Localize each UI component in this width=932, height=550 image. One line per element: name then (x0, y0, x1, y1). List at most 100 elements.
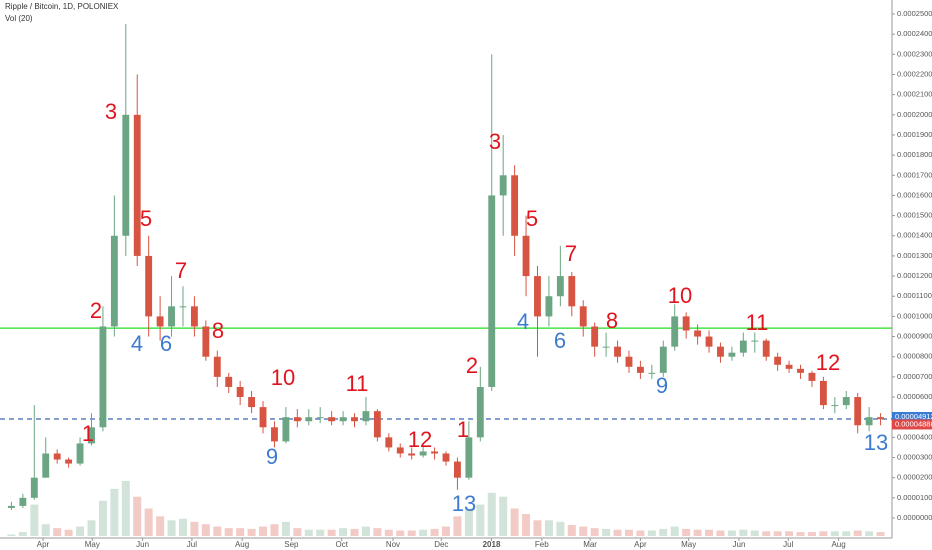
candle-body (488, 195, 496, 387)
volume-bar (819, 531, 828, 536)
volume-bar (590, 528, 599, 536)
x-tick-label: Apr (634, 540, 647, 549)
candle-body (522, 235, 530, 277)
volume-bar (853, 530, 862, 536)
volume-bar (41, 524, 50, 536)
volume-bar (270, 524, 279, 536)
volume-bar (144, 508, 153, 536)
volume-bar (464, 508, 473, 536)
price-label: 0.00004912 (895, 412, 932, 421)
wave-label: 11 (746, 310, 769, 335)
volume-bar (579, 526, 588, 536)
candle-body (408, 453, 416, 456)
candle-body (236, 386, 244, 398)
volume-bar (830, 531, 839, 536)
wave-label: 7 (175, 258, 187, 283)
candle-body (877, 417, 884, 420)
volume-bar (224, 528, 233, 536)
x-tick-label: Dec (434, 540, 448, 549)
wave-label: 3 (489, 129, 501, 154)
volume-bar (876, 532, 885, 536)
candle-body (65, 459, 73, 464)
x-tick-label: Nov (386, 540, 400, 549)
x-tick-label: Apr (37, 540, 50, 549)
volume-bar (487, 492, 496, 536)
candle-body (774, 356, 782, 365)
candle-body (476, 386, 484, 438)
x-tick-label: Mar (583, 540, 597, 549)
volume-bar (384, 529, 393, 536)
candle-body (339, 417, 347, 422)
candle-body (534, 276, 541, 317)
candle-body (762, 340, 770, 357)
volume-bar (533, 520, 542, 536)
volume-bar (98, 500, 107, 536)
volume-bar (7, 534, 16, 536)
volume-bar (865, 531, 874, 536)
y-tick-label: 0.00025000 (897, 9, 932, 18)
candle-body (579, 306, 587, 327)
candle-body (179, 306, 187, 308)
volume-bar (602, 528, 611, 536)
volume-bar (682, 528, 691, 536)
volume-bar (567, 525, 576, 536)
volume-bar (316, 529, 325, 536)
candle-body (717, 346, 724, 357)
volume-bar (556, 521, 565, 536)
candle-body (442, 453, 450, 462)
volume-bar (121, 481, 130, 536)
x-tick-label: Jul (783, 540, 793, 549)
wave-label: 7 (565, 241, 577, 266)
volume-bar (178, 518, 187, 536)
wave-label: 3 (105, 99, 117, 124)
candle-body (625, 356, 633, 367)
volume-bar (259, 526, 268, 536)
candle-body (202, 326, 210, 357)
volume-bar (785, 531, 794, 536)
volume-bar (613, 529, 622, 536)
candle-body (659, 346, 667, 373)
volume-bar (624, 529, 633, 536)
candle-body (30, 477, 38, 498)
candle-body (419, 451, 427, 456)
chart-title: Ripple / Bitcoin, 1D, POLONIEX (5, 2, 119, 11)
volume-bar (53, 528, 62, 536)
candle-body (88, 427, 95, 444)
candle-body (568, 276, 576, 307)
candle-body (8, 505, 15, 508)
volume-bar (293, 528, 302, 536)
candle-body (168, 306, 175, 327)
candle-body (145, 255, 153, 317)
volume-bar (670, 526, 679, 536)
price-label-box (892, 411, 932, 422)
x-tick-label: Jun (733, 540, 746, 549)
candle-body (190, 306, 198, 327)
candle-body (133, 114, 141, 256)
volume-bar (304, 529, 313, 536)
candle-body (842, 397, 850, 406)
volume-bar (281, 521, 290, 536)
volume-bar (705, 529, 714, 536)
volume-bar (64, 529, 73, 536)
candle-body (122, 114, 130, 236)
candle-body (19, 497, 27, 506)
candle-body (156, 316, 164, 327)
volume-bar (236, 528, 245, 536)
wave-label: 5 (140, 206, 152, 231)
candle-body (351, 417, 358, 422)
candle-body (705, 336, 713, 347)
candle-body (499, 175, 507, 196)
wave-label: 13 (864, 430, 888, 455)
volume-bar (510, 508, 519, 536)
